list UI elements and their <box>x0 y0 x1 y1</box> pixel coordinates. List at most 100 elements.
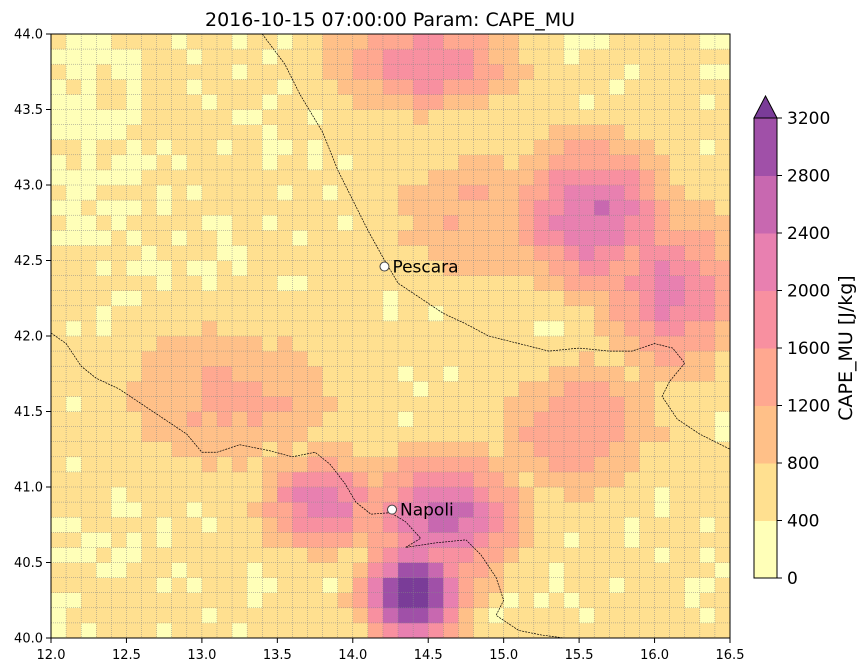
heatmap-cell <box>111 396 126 411</box>
heatmap-cell <box>338 623 353 638</box>
heatmap-cell <box>564 563 579 578</box>
heatmap-cell <box>489 276 504 291</box>
heatmap-cell <box>292 517 307 532</box>
heatmap-cell <box>172 517 187 532</box>
heatmap-cell <box>353 578 368 593</box>
heatmap-cell <box>66 517 81 532</box>
heatmap-cell <box>564 291 579 306</box>
heatmap-cell <box>609 623 624 638</box>
heatmap-cell <box>202 381 217 396</box>
heatmap-cell <box>594 34 609 49</box>
heatmap-cell <box>202 578 217 593</box>
heatmap-cell <box>458 457 473 472</box>
heatmap-cell <box>639 381 654 396</box>
heatmap-cell <box>700 110 715 125</box>
heatmap-cell <box>655 49 670 64</box>
heatmap-cell <box>126 593 141 608</box>
heatmap-cell <box>157 230 172 245</box>
heatmap-cell <box>639 306 654 321</box>
heatmap-cell <box>308 276 323 291</box>
heatmap-cell <box>655 457 670 472</box>
heatmap-cell <box>262 381 277 396</box>
heatmap-cell <box>473 185 488 200</box>
heatmap-cell <box>277 230 292 245</box>
heatmap-cell <box>66 49 81 64</box>
heatmap-cell <box>504 366 519 381</box>
heatmap-cell <box>428 396 443 411</box>
heatmap-cell <box>126 321 141 336</box>
heatmap-cell <box>639 170 654 185</box>
heatmap-cell <box>232 623 247 638</box>
heatmap-cell <box>428 547 443 562</box>
heatmap-cell <box>549 64 564 79</box>
heatmap-cell <box>247 291 262 306</box>
heatmap-cell <box>594 140 609 155</box>
heatmap-cell <box>383 457 398 472</box>
heatmap-cell <box>81 457 96 472</box>
heatmap-cell <box>670 442 685 457</box>
heatmap-cell <box>247 623 262 638</box>
heatmap-cell <box>715 140 730 155</box>
heatmap-cell <box>489 230 504 245</box>
heatmap-cell <box>172 321 187 336</box>
heatmap-cell <box>323 427 338 442</box>
heatmap-cell <box>458 487 473 502</box>
heatmap-cell <box>81 351 96 366</box>
heatmap-cell <box>413 351 428 366</box>
heatmap-cell <box>172 442 187 457</box>
heatmap-cell <box>609 502 624 517</box>
heatmap-cell <box>308 442 323 457</box>
heatmap-cell <box>232 306 247 321</box>
heatmap-cell <box>670 578 685 593</box>
heatmap-cell <box>413 442 428 457</box>
heatmap-cell <box>292 502 307 517</box>
heatmap-cell <box>504 563 519 578</box>
heatmap-cell <box>624 306 639 321</box>
heatmap-cell <box>534 79 549 94</box>
heatmap-cell <box>639 230 654 245</box>
heatmap-cell <box>609 472 624 487</box>
heatmap-cell <box>323 336 338 351</box>
heatmap-cell <box>353 110 368 125</box>
heatmap-cell <box>262 563 277 578</box>
heatmap-cell <box>338 200 353 215</box>
heatmap-cell <box>473 366 488 381</box>
heatmap-cell <box>624 381 639 396</box>
heatmap-cell <box>172 336 187 351</box>
heatmap-cell <box>428 94 443 109</box>
heatmap-cell <box>142 200 157 215</box>
heatmap-cell <box>594 472 609 487</box>
heatmap-cell <box>489 321 504 336</box>
heatmap-cell <box>504 396 519 411</box>
heatmap-cell <box>232 276 247 291</box>
heatmap-cell <box>126 442 141 457</box>
heatmap-cell <box>670 396 685 411</box>
heatmap-cell <box>368 291 383 306</box>
heatmap-cell <box>323 49 338 64</box>
heatmap-cell <box>655 291 670 306</box>
heatmap-cell <box>443 396 458 411</box>
heatmap-cell <box>81 230 96 245</box>
colorbar-tick-label: 2800 <box>787 167 830 187</box>
heatmap-cell <box>292 230 307 245</box>
heatmap-cell <box>232 79 247 94</box>
heatmap-cell <box>172 593 187 608</box>
heatmap-cell <box>489 532 504 547</box>
heatmap-cell <box>413 94 428 109</box>
heatmap-cell <box>111 623 126 638</box>
heatmap-cell <box>458 230 473 245</box>
heatmap-cell <box>670 472 685 487</box>
heatmap-cell <box>594 291 609 306</box>
heatmap-cell <box>624 578 639 593</box>
heatmap-cell <box>473 64 488 79</box>
heatmap-cell <box>519 64 534 79</box>
heatmap-cell <box>413 578 428 593</box>
heatmap-cell <box>473 94 488 109</box>
heatmap-cell <box>534 155 549 170</box>
heatmap-cell <box>534 351 549 366</box>
heatmap-cell <box>398 79 413 94</box>
heatmap-cell <box>655 321 670 336</box>
heatmap-cell <box>700 49 715 64</box>
heatmap-cell <box>142 502 157 517</box>
heatmap-cell <box>473 336 488 351</box>
